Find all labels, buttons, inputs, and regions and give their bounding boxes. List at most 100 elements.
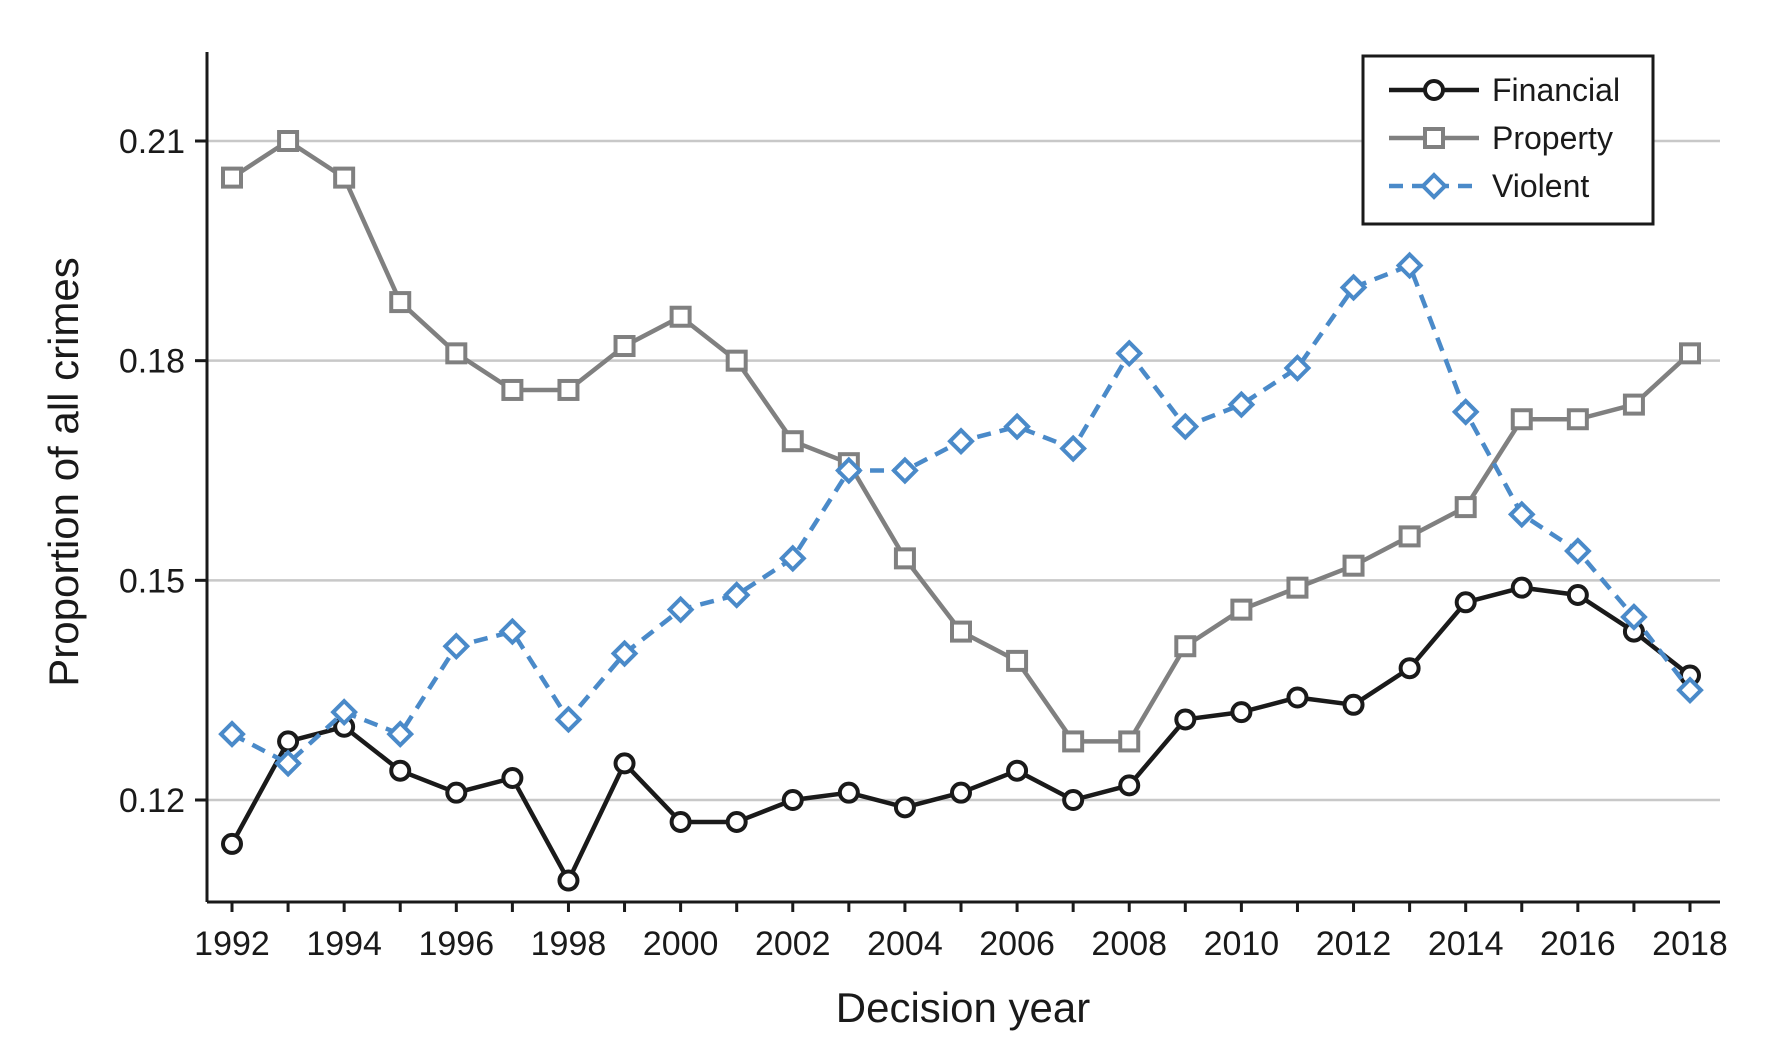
point-property-1992 <box>221 166 243 189</box>
point-property-2016 <box>1566 408 1589 431</box>
point-property-2017 <box>1622 393 1645 416</box>
point-property-1996 <box>445 342 468 365</box>
legend-label-property: Property <box>1492 120 1613 156</box>
series-layer <box>218 130 1704 892</box>
x-tick-label: 2016 <box>1540 925 1616 963</box>
legend-item-property: Property <box>1389 120 1613 156</box>
point-violent-2010 <box>1227 390 1256 419</box>
point-property-2006 <box>1006 649 1029 672</box>
point-financial-2016 <box>1566 583 1589 606</box>
y-tick-label: 0.15 <box>119 562 185 600</box>
point-property-2018 <box>1679 342 1701 365</box>
point-property-1998 <box>557 378 580 401</box>
x-ticks: 1992 1994 1996 1998 2000 2002 2004 2006 2008 2010… <box>194 902 1728 963</box>
point-property-2013 <box>1398 525 1421 548</box>
point-financial-2000 <box>669 810 692 833</box>
x-tick-label: 2008 <box>1091 925 1167 963</box>
legend-item-financial: Financial <box>1389 72 1620 108</box>
point-property-1999 <box>613 335 636 358</box>
point-violent-2004 <box>891 456 919 485</box>
point-property-2004 <box>893 547 916 570</box>
y-tick-label: 0.21 <box>119 123 185 161</box>
point-financial-1992 <box>221 832 243 855</box>
series-violent <box>218 251 1704 778</box>
point-violent-1994 <box>330 698 358 726</box>
point-financial-2015 <box>1510 576 1533 599</box>
x-tick-label: 2012 <box>1316 925 1392 963</box>
point-violent-1995 <box>386 720 415 748</box>
x-tick-label: 1996 <box>418 925 494 963</box>
y-tick-label: 0.18 <box>119 343 185 381</box>
point-violent-2015 <box>1507 500 1536 529</box>
point-financial-2004 <box>893 796 916 819</box>
point-violent-2008 <box>1115 339 1144 368</box>
point-financial-2014 <box>1454 591 1477 614</box>
point-financial-1996 <box>445 781 468 804</box>
x-tick-label: 2018 <box>1652 925 1728 963</box>
point-property-2009 <box>1174 635 1197 658</box>
point-property-2008 <box>1118 730 1141 753</box>
legend-marker-financial <box>1423 79 1445 101</box>
point-property-1993 <box>277 130 300 152</box>
point-financial-2008 <box>1118 774 1141 797</box>
point-financial-2002 <box>781 789 804 811</box>
legend-item-violent: Violent <box>1389 168 1589 204</box>
legend-marker-violent <box>1420 172 1448 200</box>
point-property-2014 <box>1454 496 1477 519</box>
y-ticks: 0.12 0.15 0.18 0.21 <box>119 123 207 820</box>
point-property-2010 <box>1230 598 1253 621</box>
x-tick-label: 2002 <box>755 925 831 963</box>
point-financial-2012 <box>1342 693 1365 716</box>
point-property-2002 <box>781 430 804 453</box>
point-financial-1997 <box>501 767 524 790</box>
x-tick-label: 2014 <box>1428 925 1504 963</box>
point-violent-2007 <box>1059 434 1087 463</box>
point-property-2000 <box>669 305 692 328</box>
point-financial-2006 <box>1006 759 1029 782</box>
y-tick-label: 0.12 <box>119 782 185 820</box>
point-financial-2010 <box>1230 701 1253 724</box>
legend-label-violent: Violent <box>1492 168 1589 204</box>
point-financial-2005 <box>950 781 972 804</box>
point-violent-2001 <box>722 581 751 609</box>
point-violent-2002 <box>778 544 807 573</box>
point-violent-2006 <box>1003 412 1031 441</box>
point-property-2007 <box>1062 730 1085 753</box>
point-violent-2014 <box>1451 398 1480 426</box>
legend-marker-property <box>1423 127 1445 149</box>
point-violent-2017 <box>1620 603 1648 631</box>
x-tick-label: 2004 <box>867 925 943 963</box>
legend: Financial Property Violent <box>1361 54 1655 226</box>
point-financial-2013 <box>1398 657 1421 680</box>
point-financial-2003 <box>837 781 860 804</box>
point-financial-1995 <box>389 759 412 782</box>
point-financial-2009 <box>1174 708 1197 731</box>
point-property-1995 <box>389 291 412 314</box>
point-violent-1993 <box>274 749 302 778</box>
point-violent-2000 <box>666 595 695 624</box>
x-tick-label: 2006 <box>979 925 1055 963</box>
point-violent-2018 <box>1676 676 1704 704</box>
x-tick-label: 1992 <box>194 925 270 963</box>
point-property-2011 <box>1286 576 1309 599</box>
y-axis-title: Proportion of all crimes <box>40 257 87 687</box>
point-violent-2016 <box>1564 537 1592 565</box>
point-property-2015 <box>1510 408 1533 431</box>
point-financial-2001 <box>725 810 748 833</box>
legend-label-financial: Financial <box>1492 72 1620 108</box>
point-violent-2005 <box>947 427 975 456</box>
point-violent-1998 <box>554 705 583 734</box>
point-violent-2011 <box>1283 354 1312 382</box>
point-violent-2009 <box>1171 412 1200 441</box>
point-financial-1999 <box>613 752 636 775</box>
point-violent-2012 <box>1339 273 1368 302</box>
point-violent-1999 <box>610 639 639 668</box>
point-violent-1997 <box>498 617 527 646</box>
gridlines <box>207 139 1720 802</box>
point-violent-1996 <box>442 632 471 661</box>
point-property-2005 <box>950 620 972 643</box>
point-violent-1992 <box>218 720 246 748</box>
x-tick-label: 1998 <box>531 925 607 963</box>
point-property-1994 <box>333 166 356 189</box>
